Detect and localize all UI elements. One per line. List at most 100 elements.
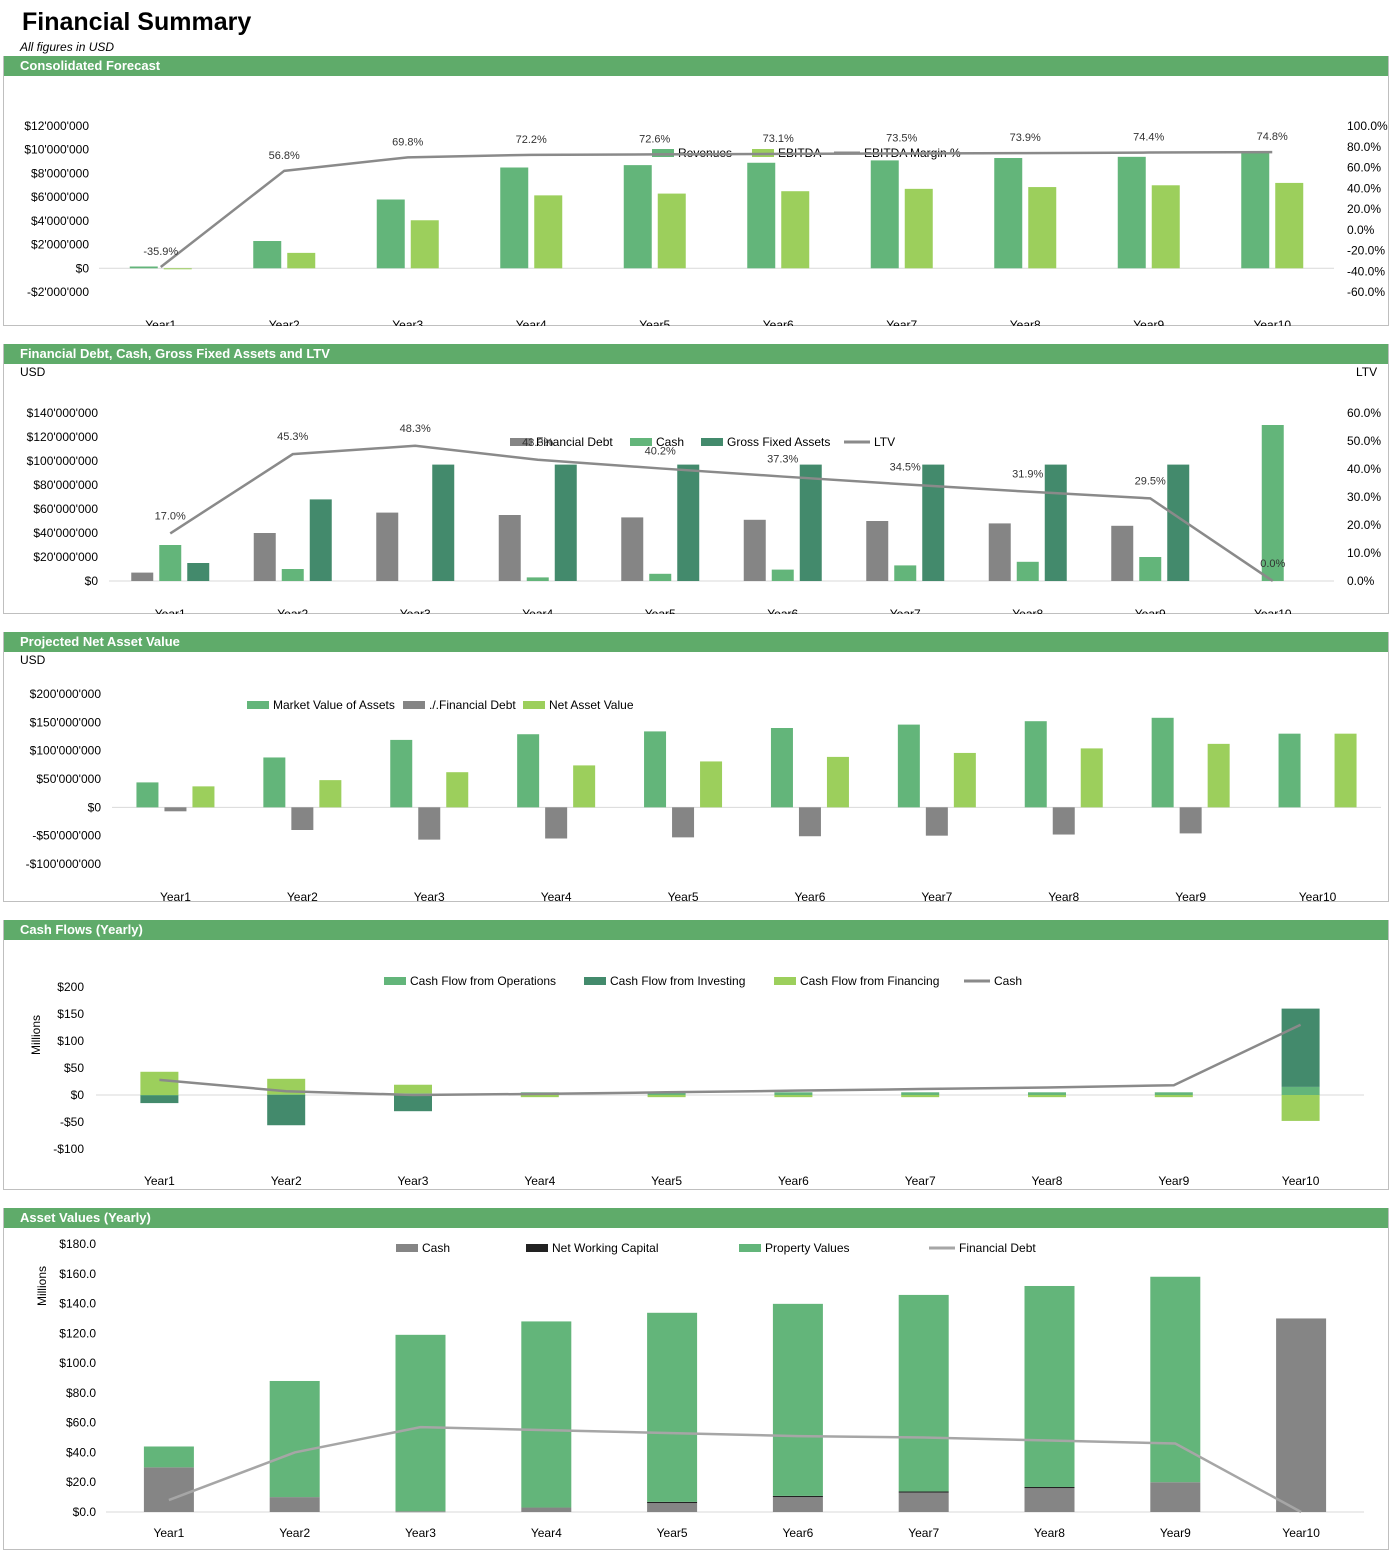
bar-revenues — [376, 199, 405, 269]
x-tick-label: Year4 — [516, 318, 547, 326]
x-tick-label: Year2 — [277, 607, 308, 614]
x-tick-label: Year7 — [905, 1174, 936, 1188]
x-tick-label: Year2 — [279, 1526, 310, 1540]
series-line-ltv — [169, 444, 1274, 583]
bar-cash — [1016, 561, 1039, 581]
y-tick-label: $0 — [88, 800, 102, 814]
y2-tick-label: 60.0% — [1347, 161, 1381, 175]
data-label: 72.2% — [516, 134, 547, 146]
x-tick-label: Year1 — [160, 890, 191, 902]
x-tick-label: Year5 — [651, 1174, 682, 1188]
bar-cash-flow-from-operations — [647, 1092, 686, 1095]
y2-tick-label: 40.0% — [1347, 181, 1381, 195]
y-tick-label: -$100'000'000 — [26, 857, 102, 871]
y-axis-label: Millions — [35, 1266, 49, 1306]
legend-label: Financial Debt — [536, 435, 613, 449]
bar-gross-fixed-assets — [554, 464, 577, 581]
x-tick-label: Year5 — [645, 607, 676, 614]
bar-ebitda — [657, 193, 686, 269]
bar-net-asset-value — [192, 786, 215, 808]
x-tick-label: Year10 — [1299, 890, 1337, 902]
legend-label: Cash — [422, 1241, 450, 1255]
y-tick-label: -$50'000'000 — [32, 829, 101, 843]
y-tick-label: $100'000'000 — [27, 454, 99, 468]
bar-gross-fixed-assets — [922, 464, 945, 581]
x-tick-label: Year2 — [287, 890, 318, 902]
y2-tick-label: 40.0% — [1347, 462, 1381, 476]
bar-revenues — [253, 241, 282, 269]
data-label: 73.1% — [763, 133, 794, 145]
bar-cash-flow-from-financing — [774, 1095, 813, 1098]
bar-cash — [395, 1511, 446, 1513]
legend-label: Cash — [656, 435, 684, 449]
data-label: 56.8% — [269, 150, 300, 162]
bar-cash-flow-from-financing — [520, 1095, 559, 1098]
bar-cash — [1139, 557, 1162, 581]
legend-swatch — [584, 977, 606, 985]
bar-revenues — [623, 165, 652, 269]
bar-cash — [281, 569, 304, 581]
y2-tick-label: 0.0% — [1347, 223, 1375, 237]
bar-financial-debt — [621, 517, 644, 581]
bar--financial-debt — [798, 807, 821, 837]
bar-revenues — [500, 167, 529, 269]
x-tick-label: Year6 — [763, 318, 794, 326]
bar-net-asset-value — [953, 752, 976, 808]
x-tick-label: Year3 — [414, 890, 445, 902]
x-tick-label: Year9 — [1175, 890, 1206, 902]
bar-net-working-capital — [898, 1491, 949, 1493]
bar-cash-flow-from-investing — [1281, 1008, 1320, 1087]
bar-revenues — [747, 162, 776, 269]
section-header: Projected Net Asset Value — [4, 632, 1388, 652]
data-label: 48.3% — [400, 423, 431, 435]
bar-cash — [1261, 425, 1284, 581]
y-tick-label: $60.0 — [66, 1416, 96, 1430]
bar--financial-debt — [1179, 807, 1202, 834]
y2-tick-label: 10.0% — [1347, 546, 1381, 560]
y-tick-label: $20'000'000 — [33, 550, 98, 564]
bar-property-values — [772, 1303, 823, 1496]
x-tick-label: Year1 — [155, 607, 186, 614]
y-tick-label: $40'000'000 — [33, 526, 98, 540]
y-tick-label: $200'000'000 — [30, 687, 102, 701]
x-tick-label: Year7 — [908, 1526, 939, 1540]
data-label: 34.5% — [890, 461, 921, 473]
y2-tick-label: -60.0% — [1347, 285, 1385, 299]
cash-flows-chart: Millions $200 $150 $100 $50 $0 -$50 -$100 Year1 Y… — [29, 974, 1364, 1188]
legend-swatch — [403, 701, 425, 709]
bar-cash-flow-from-financing — [140, 1071, 179, 1095]
bar-cash — [143, 1467, 194, 1512]
x-tick-label: Year6 — [782, 1526, 813, 1540]
bar-cash-flow-from-financing — [1154, 1095, 1193, 1098]
x-tick-label: Year8 — [1010, 318, 1041, 326]
x-tick-label: Year7 — [890, 607, 921, 614]
bar-cash-flow-from-operations — [267, 1094, 306, 1096]
section-header: Consolidated Forecast — [4, 56, 1388, 76]
y-tick-label: $10'000'000 — [24, 143, 89, 157]
y-tick-label: $140.0 — [59, 1297, 96, 1311]
y2-tick-label: 100.0% — [1347, 119, 1388, 133]
bar-market-value-of-assets — [644, 731, 667, 808]
bar--financial-debt — [672, 807, 695, 838]
data-label: 0.0% — [1260, 558, 1285, 570]
data-label: 29.5% — [1135, 475, 1166, 487]
bar-ebitda — [163, 268, 192, 270]
legend-swatch — [652, 149, 674, 157]
bar-net-asset-value — [319, 780, 342, 808]
y-tick-label: $0.0 — [73, 1505, 97, 1519]
debt-cash-ltv-chart: USD LTV $140'000'000 $120'000'000 $100'000'0… — [20, 365, 1381, 614]
bar-property-values — [647, 1312, 698, 1502]
legend-label: Cash Flow from Operations — [410, 974, 556, 988]
x-tick-label: Year10 — [1282, 1174, 1320, 1188]
bar-gross-fixed-assets — [1167, 464, 1190, 581]
bar-net-asset-value — [1080, 748, 1103, 808]
y-axis-label: Millions — [29, 1015, 43, 1055]
bar-financial-debt — [131, 572, 154, 581]
x-tick-label: Year5 — [657, 1526, 688, 1540]
bar-property-values — [269, 1380, 320, 1498]
legend-label: Property Values — [765, 1241, 850, 1255]
section-header: Financial Debt, Cash, Gross Fixed Assets… — [4, 344, 1388, 364]
y2-tick-label: 60.0% — [1347, 406, 1381, 420]
bar-ebitda — [1151, 185, 1180, 269]
net-asset-value-chart: USD $200'000'000 $150'000'000 $100'000'000 $… — [20, 653, 1381, 902]
